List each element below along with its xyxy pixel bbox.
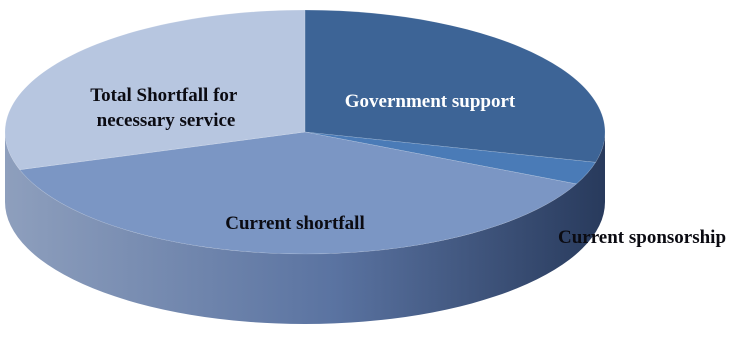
- pie-slice-current-sponsorship: [304, 131, 597, 185]
- pie-slice-current-shortfall: [19, 131, 578, 255]
- slice-label-total-shortfall: Total Shortfall for necessary service: [90, 85, 241, 131]
- pie-side-wall: [5, 132, 605, 324]
- slice-label-current-shortfall: Current shortfall: [225, 213, 365, 234]
- pie-side-walls: [5, 132, 605, 324]
- pie-slice-total-shortfall-for-necessary-service: [4, 9, 306, 171]
- slice-label-government-support: Government support: [345, 91, 516, 112]
- pie-slice-government-support: [304, 9, 606, 163]
- pie-top-slices: [4, 9, 606, 255]
- slice-label-current-sponsorship: Current sponsorship: [558, 227, 726, 248]
